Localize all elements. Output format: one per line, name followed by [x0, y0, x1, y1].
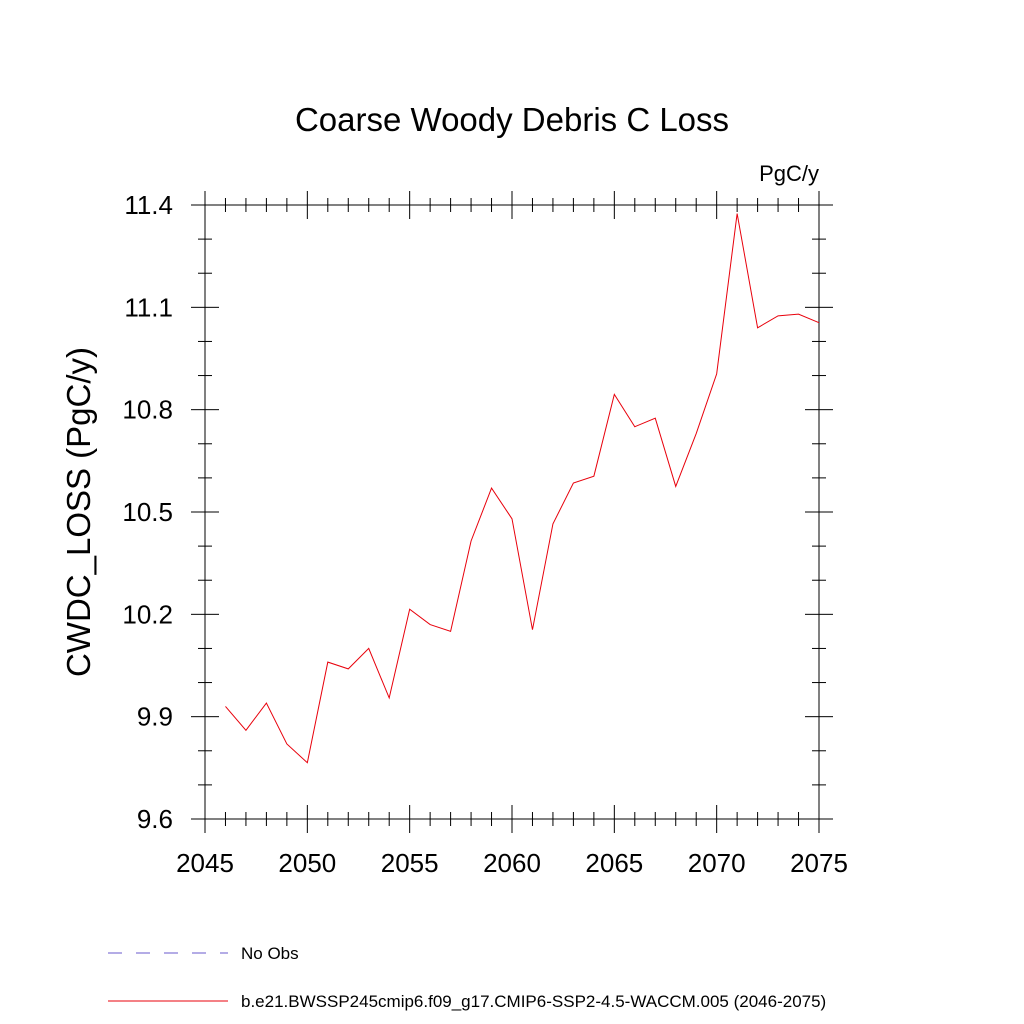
x-tick-label: 2045: [176, 848, 234, 878]
series-layer: [225, 213, 820, 764]
y-axis-label: CWDC_LOSS (PgC/y): [60, 347, 97, 677]
y-tick-label: 9.9: [137, 702, 173, 732]
y-tick-label: 9.6: [137, 804, 173, 834]
x-tick-label: 2065: [585, 848, 643, 878]
x-axis-tick-labels: 2045 2050 2055 2060 2065 2070 2075: [176, 848, 848, 878]
chart-title: Coarse Woody Debris C Loss: [295, 101, 729, 138]
y-tick-label: 11.1: [124, 292, 173, 322]
units-label: PgC/y: [759, 161, 819, 186]
axis-ticks: [191, 191, 833, 833]
x-tick-label: 2060: [483, 848, 541, 878]
y-tick-label: 10.8: [122, 395, 173, 425]
x-tick-label: 2075: [790, 848, 848, 878]
y-tick-label: 11.4: [124, 190, 173, 220]
legend: No Obs b.e21.BWSSP245cmip6.f09_g17.CMIP6…: [108, 944, 826, 1011]
y-tick-label: 10.5: [122, 497, 173, 527]
series-line: [225, 213, 820, 764]
x-tick-label: 2050: [278, 848, 336, 878]
legend-label-no-obs: No Obs: [241, 944, 299, 963]
y-tick-label: 10.2: [122, 599, 173, 629]
y-axis-tick-labels: 9.6 9.9 10.2 10.5 10.8 11.1 11.4: [122, 190, 173, 834]
x-tick-label: 2055: [381, 848, 439, 878]
legend-label-model: b.e21.BWSSP245cmip6.f09_g17.CMIP6-SSP2-4…: [241, 992, 826, 1011]
x-tick-label: 2070: [688, 848, 746, 878]
